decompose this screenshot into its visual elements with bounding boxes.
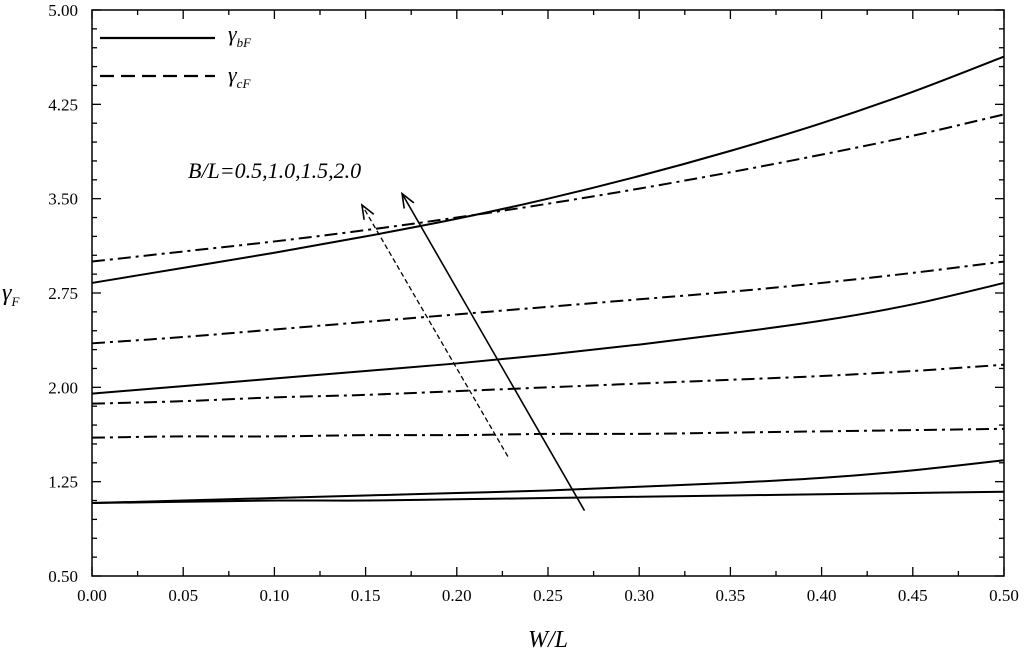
y-axis-title: γF bbox=[2, 280, 20, 309]
x-tick-label: 0.05 bbox=[168, 586, 198, 605]
series-line-bF-3 bbox=[91, 281, 1005, 395]
series-line-cF-6 bbox=[91, 363, 1005, 405]
x-tick-label: 0.10 bbox=[260, 586, 290, 605]
arrow-head-solid bbox=[401, 191, 415, 209]
series-line-cF-7 bbox=[91, 260, 1005, 345]
x-tick-label: 0.50 bbox=[989, 586, 1019, 605]
x-tick-label: 0.15 bbox=[351, 586, 381, 605]
x-tick-labels: 0.00 0.05 0.10 0.15 0.20 0.25 0.30 0.35 0.40 0.45… bbox=[77, 586, 1019, 605]
x-tick-label: 0.30 bbox=[624, 586, 654, 605]
y-tick-labels: 0.50 1.25 2.00 2.75 3.50 4.25 5.00 bbox=[48, 1, 78, 586]
y-tick-label: 1.25 bbox=[48, 473, 78, 492]
series-line-bF-4 bbox=[91, 55, 1005, 284]
annotation-arrows bbox=[360, 191, 586, 511]
annotation-text: B/L=0.5,1.0,1.5,2.0 bbox=[188, 158, 361, 183]
y-tick-label: 0.50 bbox=[48, 567, 78, 586]
y-tick-label: 4.25 bbox=[48, 95, 78, 114]
arrow-line-dashed bbox=[361, 204, 509, 457]
y-tick-label: 5.00 bbox=[48, 1, 78, 20]
x-tick-label: 0.25 bbox=[533, 586, 563, 605]
y-tick-label: 2.75 bbox=[48, 284, 78, 303]
series-lines bbox=[91, 55, 1005, 505]
arrow-line-solid bbox=[401, 193, 586, 511]
legend-label-bF: γbF bbox=[228, 21, 252, 50]
arrow-head-dashed bbox=[360, 203, 375, 220]
series-line-bF-2 bbox=[91, 459, 1005, 505]
x-tick-label: 0.00 bbox=[77, 586, 107, 605]
x-tick-label: 0.45 bbox=[898, 586, 928, 605]
x-tick-label: 0.20 bbox=[442, 586, 472, 605]
legend-label-cF: γcF bbox=[228, 62, 251, 91]
y-tick-label: 3.50 bbox=[48, 190, 78, 209]
series-line-bF-1 bbox=[91, 490, 1005, 505]
y-tick-label: 2.00 bbox=[48, 378, 78, 397]
axis-ticks bbox=[91, 9, 1005, 577]
series-line-cF-5 bbox=[91, 427, 1005, 439]
x-tick-label: 0.40 bbox=[807, 586, 837, 605]
legend: γbF γcF bbox=[100, 21, 252, 91]
x-tick-label: 0.35 bbox=[716, 586, 746, 605]
series-line-cF-8 bbox=[91, 113, 1005, 263]
x-axis-title: W/L bbox=[528, 627, 568, 653]
